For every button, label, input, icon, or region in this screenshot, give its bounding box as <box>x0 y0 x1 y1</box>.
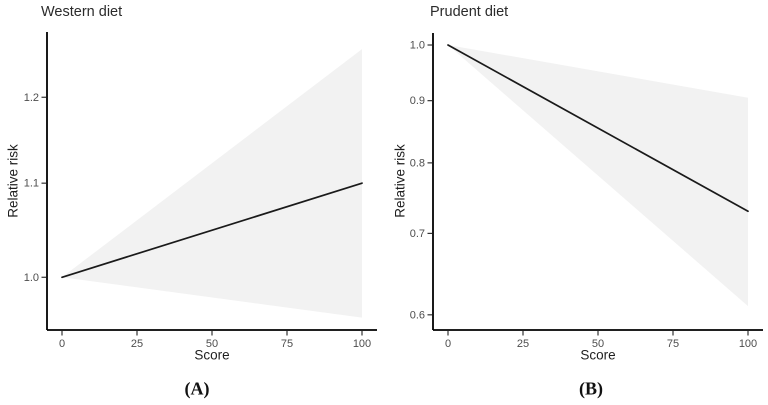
x-tick-label: 75 <box>281 338 293 350</box>
x-tick-label: 0 <box>445 338 451 350</box>
trend-line <box>447 44 749 213</box>
x-tick-label: 25 <box>517 338 529 350</box>
x-tick-label: 50 <box>206 338 218 350</box>
y-tick-label: 0.9 <box>410 95 425 107</box>
y-tick-label: 1.0 <box>410 40 425 52</box>
panel-label-a: (A) <box>184 378 210 399</box>
trend-line <box>61 182 363 279</box>
chart-title: Prudent diet <box>430 4 509 20</box>
prudent-diet-plot: 0 25 50 75 100 0.6 0.7 0.8 0.9 1.0 <box>410 33 763 350</box>
prudent-diet-chart: Prudent diet Relative risk 0 25 50 75 100 0.6… <box>384 0 768 405</box>
x-axis-title: Score <box>194 347 230 363</box>
y-tick-label: 0.8 <box>410 157 425 169</box>
western-diet-plot: 0 25 50 75 100 1.0 1.1 1.2 <box>24 32 377 350</box>
x-tick-label: 50 <box>592 338 604 350</box>
x-tick-label: 100 <box>353 338 371 350</box>
x-tick-label: 75 <box>667 338 679 350</box>
western-diet-chart: Western diet Relative risk 0 25 50 75 100 1.0… <box>6 4 377 399</box>
y-tick-label: 1.0 <box>24 272 39 284</box>
y-tick-label: 1.2 <box>24 92 39 104</box>
y-tick-label: 0.6 <box>410 309 425 321</box>
chart-title: Western diet <box>41 4 123 20</box>
confidence-band <box>62 49 362 318</box>
x-tick-label: 0 <box>59 338 65 350</box>
y-tick-label: 1.1 <box>24 178 39 190</box>
panel-label-b: (B) <box>579 378 603 399</box>
y-tick-label: 0.7 <box>410 228 425 240</box>
x-axis-title: Score <box>580 347 616 363</box>
x-tick-label: 100 <box>739 338 757 350</box>
confidence-band <box>448 45 748 307</box>
x-tick-label: 25 <box>131 338 143 350</box>
